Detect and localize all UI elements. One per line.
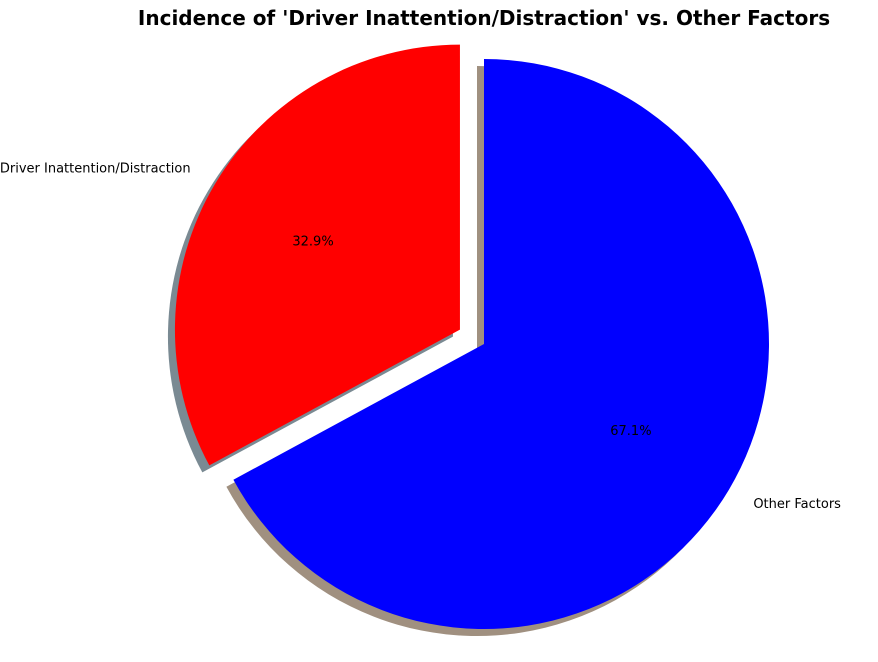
slice-other-factors	[233, 59, 769, 629]
category-label-other-factors: Other Factors	[753, 497, 841, 512]
pct-label-other-factors: 67.1%	[610, 424, 651, 439]
chart-title: Incidence of 'Driver Inattention/Distrac…	[137, 6, 831, 30]
pie-labels: 32.9% Driver Inattention/Distraction 67.1%…	[0, 162, 841, 512]
pie-slices	[174, 44, 769, 629]
slice-driver-inattention-distraction	[174, 44, 460, 466]
pct-label-driver-inattention-distraction: 32.9%	[292, 235, 333, 250]
category-label-driver-inattention-distraction: Driver Inattention/Distraction	[0, 162, 191, 177]
